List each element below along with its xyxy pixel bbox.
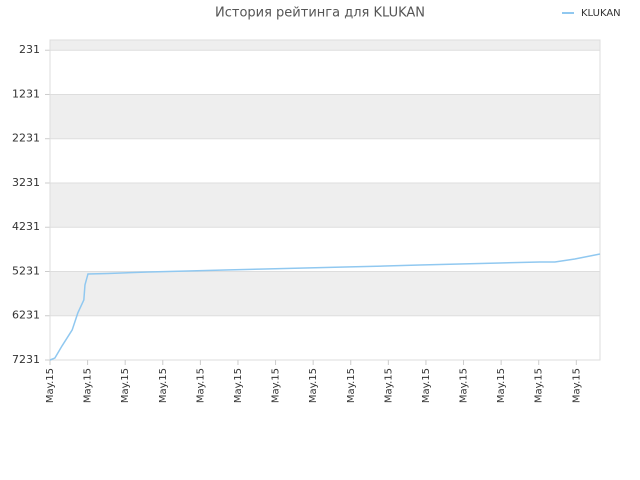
grid-band	[50, 315, 600, 360]
y-tick-label: 2231	[12, 132, 40, 145]
y-tick-label: 4231	[12, 220, 40, 233]
grid-band	[50, 182, 600, 228]
y-tick-label: 5231	[12, 264, 40, 277]
grid-band	[50, 94, 600, 139]
x-tick-label: May.15	[271, 368, 282, 403]
x-tick-label: May.15	[459, 368, 470, 403]
x-tick-label: May.15	[308, 368, 319, 403]
line-series	[49, 253, 601, 361]
x-tick-label: May.15	[233, 368, 244, 403]
y-tick-label: 1231	[12, 87, 40, 100]
x-tick-label: May.15	[195, 368, 206, 403]
x-tick-label: May.15	[45, 368, 56, 403]
y-tick-label: 7231	[12, 353, 40, 366]
grid-band	[50, 227, 600, 272]
x-tick-label: May.15	[496, 368, 507, 403]
x-tick-label: May.15	[346, 368, 357, 403]
x-tick-label: May.15	[120, 368, 131, 403]
x-tick-label: May.15	[158, 368, 169, 403]
grid-band	[50, 40, 600, 51]
grid-band	[50, 50, 600, 95]
y-tick-label: 3231	[12, 176, 40, 189]
x-tick-label: May.15	[534, 368, 545, 403]
legend-label: KLUKAN	[581, 8, 621, 19]
y-tick-label: 6231	[12, 309, 40, 322]
grid-band	[50, 138, 600, 183]
y-tick-label: 231	[19, 43, 40, 56]
x-tick-label: May.15	[571, 368, 582, 403]
plot-border	[49, 39, 601, 361]
x-tick-label: May.15	[83, 368, 94, 403]
chart-title: История рейтинга для KLUKAN	[215, 6, 425, 21]
grid-band	[50, 271, 600, 316]
x-tick-label: May.15	[421, 368, 432, 403]
x-tick-label: May.15	[383, 368, 394, 403]
